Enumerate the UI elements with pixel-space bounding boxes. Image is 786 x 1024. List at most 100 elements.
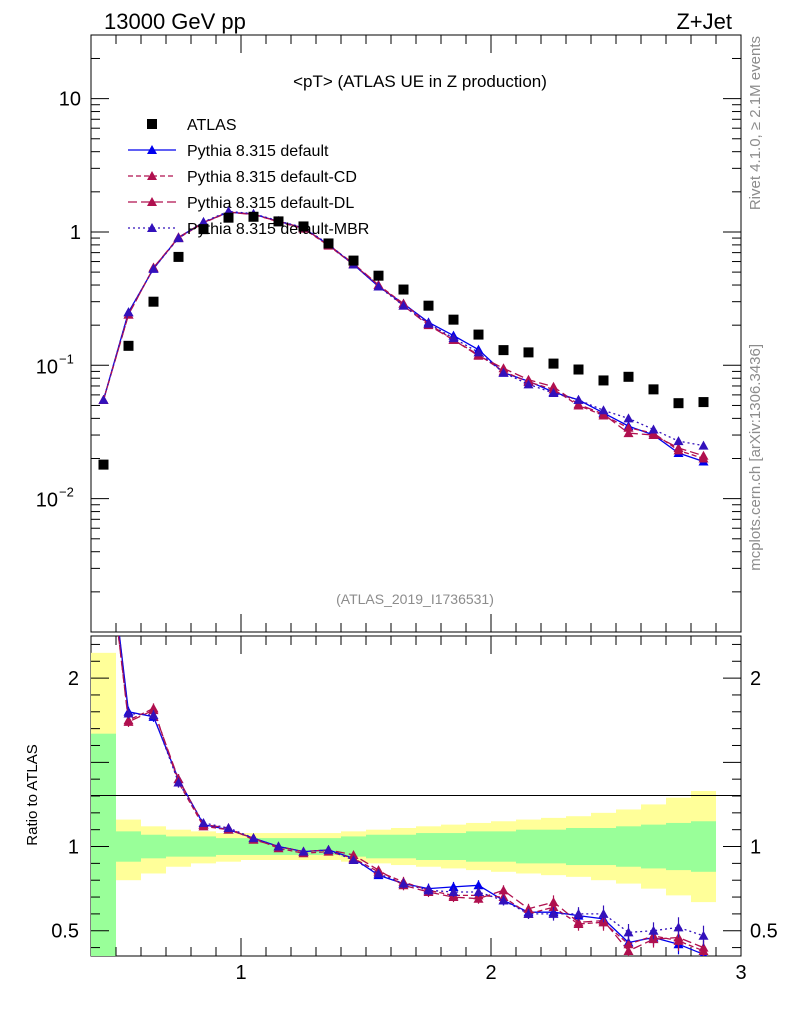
x-tick-labels: 1 2 3: [235, 962, 746, 984]
mc-point: [548, 381, 559, 391]
inner-band-bin: [116, 831, 141, 862]
x-tick-label: 2: [485, 962, 496, 984]
mc-point: [98, 394, 109, 404]
data-point: [523, 347, 534, 358]
mc-point: [673, 442, 684, 452]
ratio-y-tick-label-left: 1: [68, 837, 79, 859]
mc-point: [373, 281, 384, 291]
data-point: [173, 251, 184, 262]
ratio-point: [673, 922, 684, 932]
data-point: [698, 397, 709, 408]
ratio-point: [473, 887, 484, 896]
data-point: [98, 459, 109, 470]
data-point: [448, 314, 459, 325]
ratio-point: [473, 880, 484, 890]
ratio-point: [348, 849, 359, 859]
mc-series-2: [98, 207, 709, 460]
ratio-point: [448, 881, 459, 891]
mc-point: [648, 430, 659, 440]
data-point: [548, 358, 559, 369]
mc-point: [148, 263, 159, 273]
mc-series-line: [102, 211, 704, 457]
mc-point: [173, 233, 184, 243]
ratio-y-tick-label-left: 2: [68, 668, 79, 690]
ratio-point: [348, 855, 359, 864]
mc-point: [473, 347, 484, 357]
legend-entry: Pythia 8.315 default-DL: [128, 195, 354, 212]
ratio-y-tick-label-right: 0.5: [750, 921, 778, 943]
ratio-point: [148, 710, 159, 720]
mc-point: [698, 450, 709, 460]
header-collision-label: 13000 GeV pp: [104, 9, 246, 34]
mc-point: [198, 216, 209, 226]
mc-point: [498, 367, 509, 377]
ratio-point: [573, 908, 584, 918]
inner-band-bin: [641, 824, 666, 869]
legend-label: ATLAS: [187, 117, 237, 134]
legend-entry: ATLAS: [147, 117, 237, 134]
ratio-bands: [91, 652, 716, 956]
ratio-point: [648, 925, 659, 935]
uncertainty-bands: [91, 652, 716, 956]
inner-band-bin: [366, 834, 391, 859]
mc-point: [523, 374, 534, 384]
mc-point: [623, 428, 634, 438]
main-y-tick-label: 10: [36, 490, 58, 512]
chart-title: <pT> (ATLAS UE in Z production): [293, 72, 547, 91]
inner-band-bin: [491, 831, 516, 862]
data-point: [148, 296, 159, 307]
ratio-point: [448, 887, 459, 896]
mc-point: [623, 413, 634, 423]
legend-marker: [147, 223, 157, 232]
main-y-tick-label: 10: [36, 356, 58, 378]
axis-ticks: [91, 34, 742, 956]
legend-entry: Pythia 8.315 default-MBR: [128, 221, 369, 238]
ratio-series-1: [99, 505, 709, 956]
data-point: [348, 255, 359, 266]
ratio-plot-series: [99, 496, 709, 956]
ratio-point: [99, 496, 109, 505]
ratio-point: [198, 817, 209, 827]
inner-band-bin: [416, 833, 441, 860]
inner-band-bin: [566, 828, 591, 866]
ratio-point: [99, 505, 109, 514]
legend: ATLAS Pythia 8.315 default Pythia 8.315 de…: [128, 117, 369, 238]
ratio-y-tick-label-right: 1: [750, 837, 761, 859]
data-point: [623, 371, 634, 382]
inner-band-bin: [441, 833, 466, 860]
mc-point: [698, 440, 709, 450]
mc-point: [648, 424, 659, 434]
ratio-point: [523, 908, 534, 918]
ratio-point: [323, 844, 334, 854]
ratio-point: [298, 846, 309, 856]
inner-band-bin: [166, 836, 191, 857]
ratio-point: [123, 708, 134, 718]
inner-band-bin: [541, 829, 566, 864]
mc-series-1: [98, 207, 709, 463]
ratio-y-axis-label: Ratio to ATLAS: [24, 744, 41, 845]
x-tick-label: 3: [735, 962, 746, 984]
inner-band-bin: [391, 834, 416, 859]
legend-label: Pythia 8.315 default: [187, 143, 329, 160]
legend-marker: [147, 145, 157, 154]
inner-band-bin: [241, 838, 266, 855]
data-point: [648, 384, 659, 395]
data-point: [423, 300, 434, 311]
inner-band-bin: [466, 831, 491, 862]
mcplots-label: mcplots.cern.ch [arXiv:1306.3436]: [747, 344, 764, 571]
main-y-tick-exponent: −2: [59, 485, 74, 500]
ratio-point: [473, 893, 484, 903]
inner-band-bin: [191, 836, 216, 857]
ratio-series-3: [118, 636, 709, 946]
mc-point: [398, 300, 409, 310]
ratio-point: [398, 878, 409, 888]
data-series-atlas: [98, 211, 709, 470]
mc-series-line: [102, 210, 704, 447]
data-point: [323, 238, 334, 249]
ratio-y-tick-label-left: 0.5: [51, 921, 79, 943]
mc-point: [123, 307, 134, 317]
mc-point: [448, 333, 459, 343]
legend-entry: Pythia 8.315 default: [128, 143, 329, 160]
